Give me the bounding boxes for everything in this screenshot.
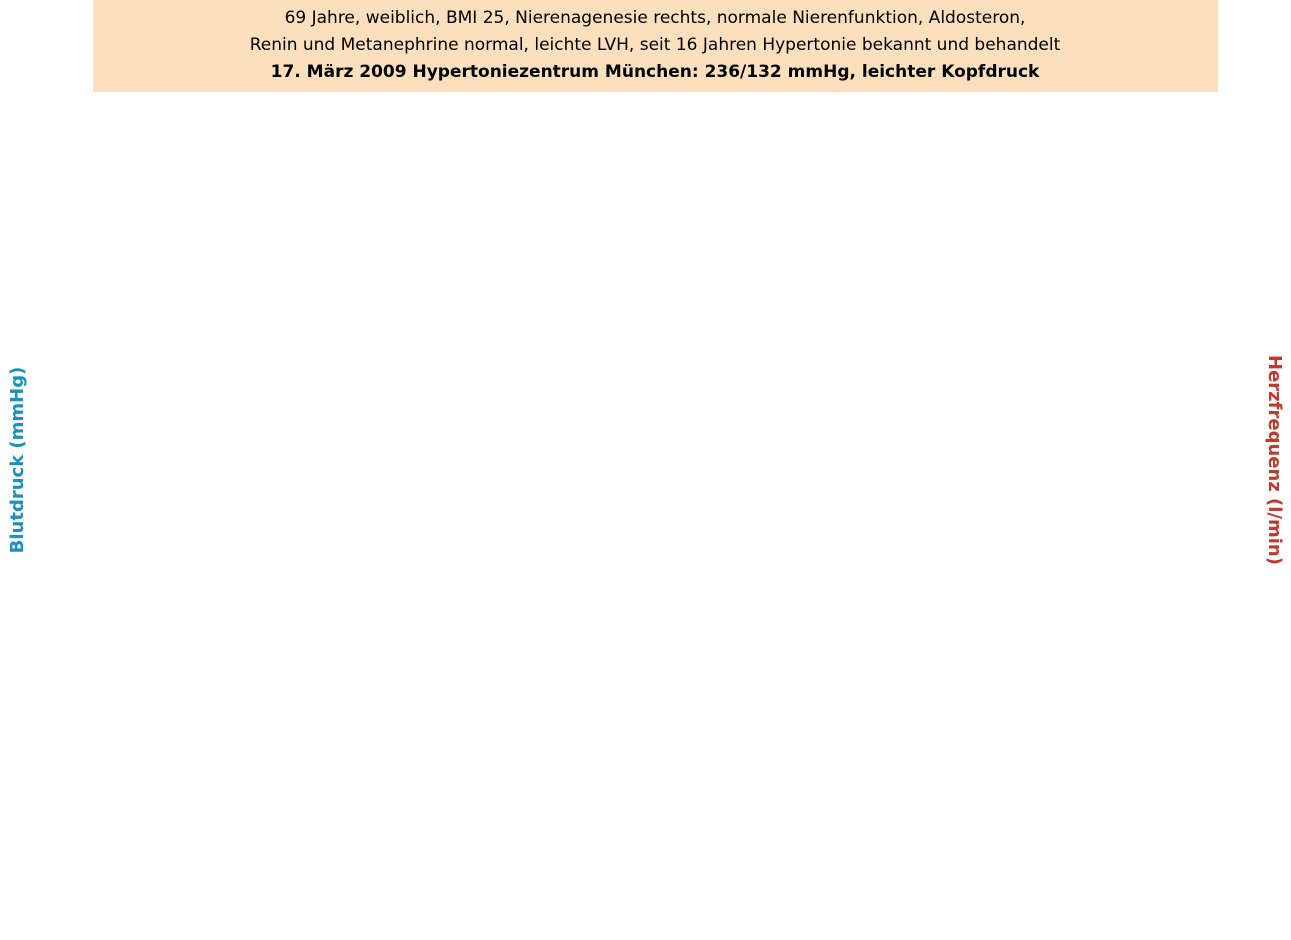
header-box bbox=[93, 0, 1218, 92]
y2-axis-label: Herzfrequenz (l/min) bbox=[1264, 355, 1285, 565]
subtitle: Renin und Metanephrine normal, leichte L… bbox=[250, 35, 1061, 55]
chart-title: 17. März 2009 Hypertoniezentrum München:… bbox=[271, 62, 1040, 82]
y-axis-label: Blutdruck (mmHg) bbox=[7, 367, 28, 554]
subtitle: 69 Jahre, weiblich, BMI 25, Nierenagenes… bbox=[285, 8, 1026, 28]
